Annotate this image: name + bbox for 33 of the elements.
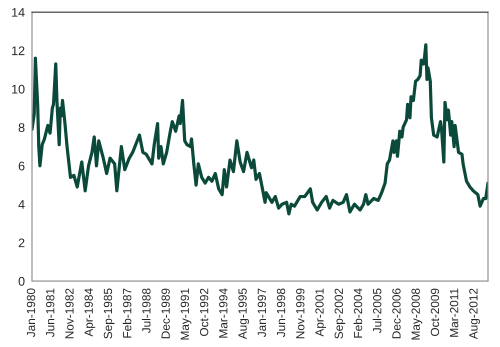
y-tick-label: 10 — [12, 84, 25, 94]
x-tick-label: Aug-1995 — [238, 288, 250, 340]
x-tick-label: Jan-1980 — [26, 288, 36, 338]
x-tick-label: May-2008 — [412, 288, 422, 340]
y-tick-label: 2 — [18, 238, 24, 248]
x-tick-label: Apr-1984 — [84, 288, 96, 337]
x-tick-label: Feb-1987 — [122, 288, 132, 338]
y-tick-label: 6 — [18, 162, 25, 170]
x-tick-label: Jan-1997 — [258, 288, 266, 338]
x-tick-label: Jul-2005 — [372, 288, 382, 334]
x-tick-label: Nov-1982 — [65, 288, 74, 338]
x-tick-label: Mar-2011 — [450, 288, 458, 337]
x-tick-label: Feb-2004 — [354, 288, 362, 338]
x-tick-label: Jun-1981 — [46, 288, 54, 338]
x-tick-label: Dec-1989 — [161, 288, 170, 338]
y-tick-label: 0 — [18, 276, 25, 286]
x-tick-label: Oct-1992 — [200, 288, 208, 336]
x-tick-label: Sep-1985 — [104, 288, 114, 339]
y-tick-label: 4 — [18, 200, 25, 209]
x-tick-label: Sep-2002 — [334, 288, 346, 339]
x-tick-label: Mar-1994 — [219, 288, 228, 338]
x-tick-label: Aug-2012 — [469, 288, 480, 340]
x-tick-label: May-1991 — [180, 288, 192, 340]
line-series — [32, 43, 488, 216]
x-tick-label: Nov-1999 — [296, 288, 304, 338]
x-tick-label: Jun-1998 — [276, 288, 286, 338]
y-tick-label: 8 — [18, 123, 25, 132]
x-tick-label: Dec-2006 — [392, 288, 401, 338]
y-tick-label: 14 — [12, 8, 25, 17]
x-tick-label: Apr-2001 — [315, 288, 326, 337]
x-tick-label: Jul-1988 — [142, 288, 151, 334]
x-tick-label: Oct-2009 — [430, 288, 440, 336]
y-tick-label: 12 — [12, 46, 24, 56]
